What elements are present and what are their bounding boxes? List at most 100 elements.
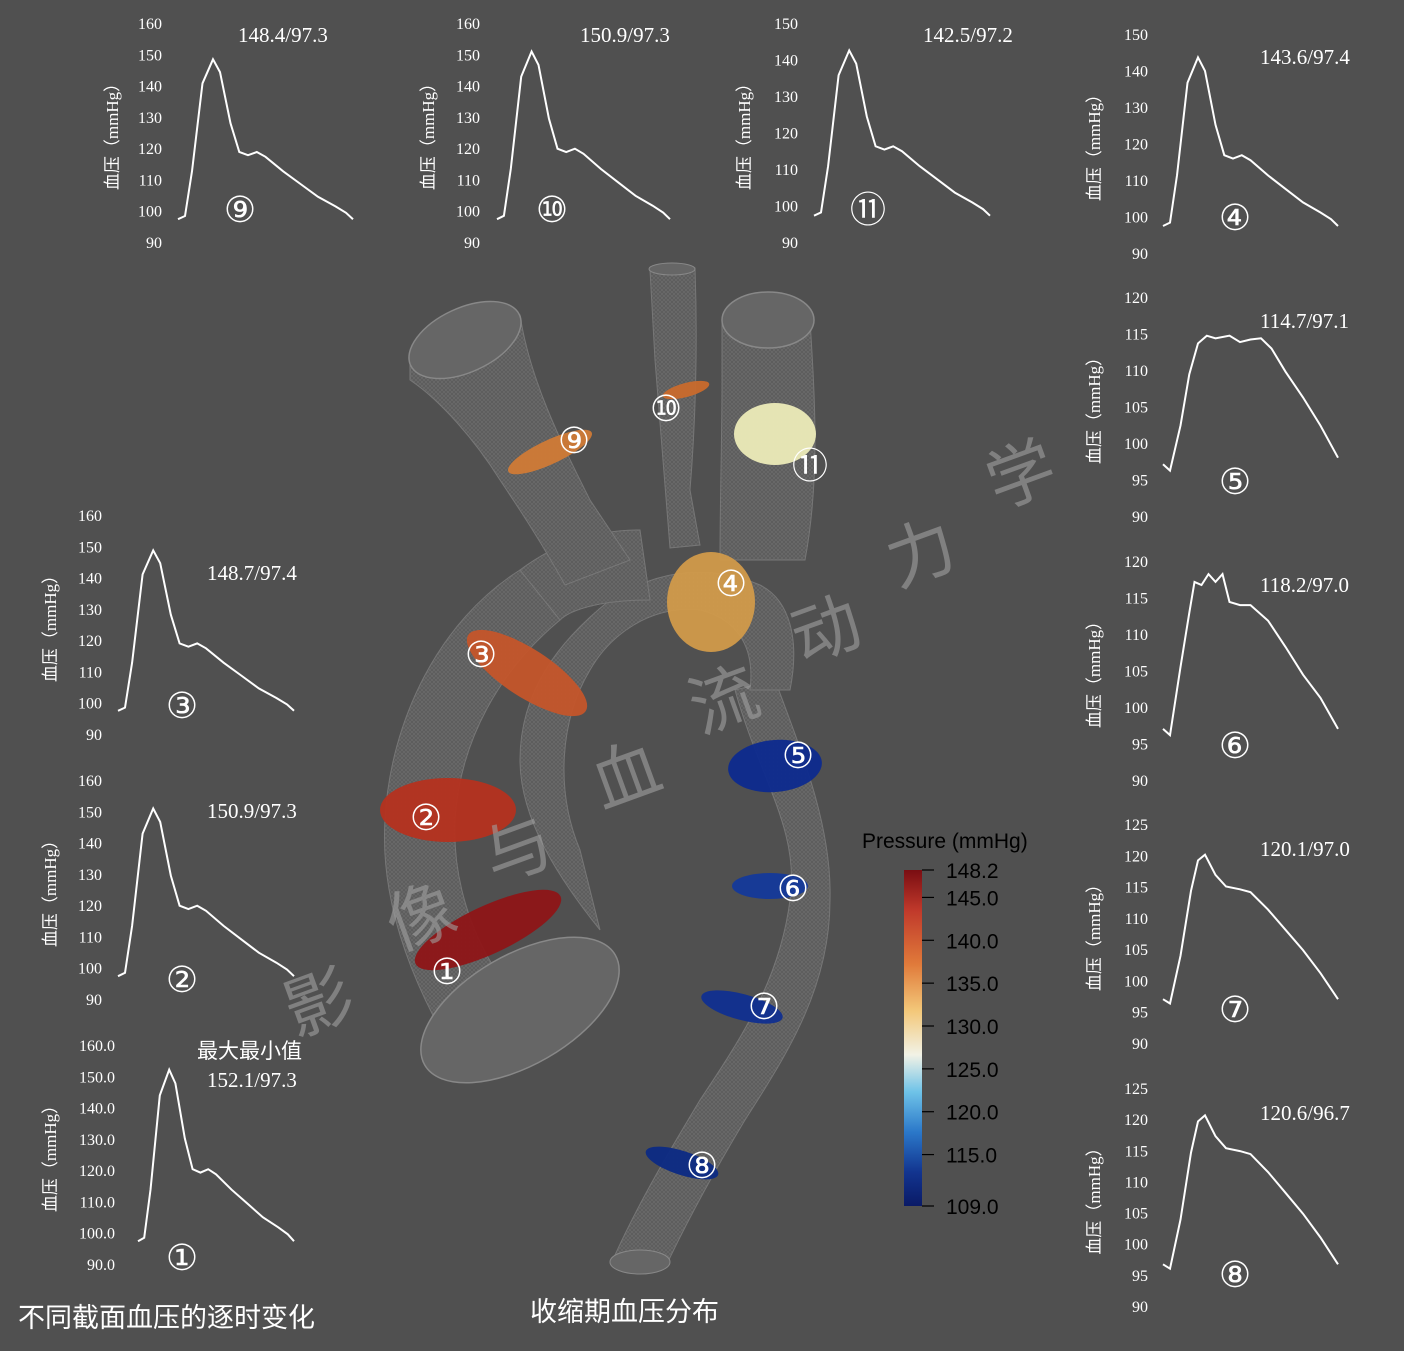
y-tick-label: 140.0: [79, 1101, 115, 1118]
y-tick-label: 110.0: [80, 1194, 115, 1211]
y-tick-label: 140: [1124, 64, 1148, 81]
section-disc-label: ⑥: [777, 869, 809, 909]
y-tick-label: 105: [1124, 400, 1148, 417]
section-disc: [732, 873, 808, 899]
chart-1: 160.0 150.0 140.0 130.0 120.0 110.0 100.0 90.0 血…: [41, 1038, 297, 1278]
y-tick-label: 110: [1125, 173, 1148, 190]
max-min-annotation: 148.4/97.3: [238, 23, 328, 47]
section-disc: [728, 739, 822, 793]
y-axis-label: 血压（mmHg）: [41, 1097, 60, 1212]
y-tick-label: 90: [1132, 773, 1148, 790]
y-axis-label: 血压（mmHg）: [41, 567, 60, 682]
section-marker: ⑧: [1219, 1255, 1251, 1295]
chart-4: 150 140 130 120 110 100 90 血压（mmHg） 143.6/97.4 ④: [1085, 27, 1350, 263]
section-disc-label: ④: [715, 564, 747, 604]
section-marker: ⑤: [1219, 462, 1251, 502]
y-tick-label: 150: [78, 804, 102, 821]
section-disc: [466, 629, 588, 717]
y-tick-label: 110: [1125, 911, 1148, 928]
section-disc: [667, 552, 755, 652]
y-axis-label: 血压（mmHg）: [419, 75, 438, 190]
left-caption: 不同截面血压的逐时变化: [18, 1303, 315, 1334]
chart-6: 120 115 110 105 100 95 90 血压（mmHg） 118.2/97.0 ⑥: [1085, 554, 1349, 790]
y-tick-label: 90: [782, 235, 798, 252]
y-tick-label: 100: [1124, 973, 1148, 990]
y-tick-label: 110: [1125, 1174, 1148, 1191]
y-tick-label: 130.0: [79, 1132, 115, 1149]
max-min-annotation: 142.5/97.2: [923, 23, 1013, 47]
pressure-curve: [177, 57, 354, 221]
pressure-curve: [1162, 572, 1339, 738]
y-tick-label: 100: [1124, 436, 1148, 453]
y-tick-label: 130: [78, 602, 102, 619]
y-tick-label: 125: [1124, 817, 1148, 834]
colorbar-title: Pressure (mmHg): [862, 830, 1028, 853]
y-tick-label: 130: [456, 110, 480, 127]
y-tick-label: 95: [1132, 737, 1148, 754]
y-tick-label: 105: [1124, 664, 1148, 681]
y-tick-label: 115: [1125, 591, 1148, 608]
y-tick-label: 130: [138, 110, 162, 127]
y-tick-label: 110: [79, 929, 102, 946]
colorbar-tick-label: 109.0: [946, 1196, 999, 1219]
section-marker: ⑥: [1219, 726, 1251, 766]
y-tick-label: 115: [1125, 880, 1148, 897]
y-axis-label: 血压（mmHg）: [1085, 876, 1104, 991]
y-tick-label: 110: [775, 162, 798, 179]
y-tick-label: 95: [1132, 1005, 1148, 1022]
section-disc-label: ⑧: [686, 1146, 718, 1186]
y-tick-label: 160.0: [79, 1038, 115, 1055]
pressure-curve: [1162, 55, 1339, 227]
y-tick-label: 100: [1124, 700, 1148, 717]
y-tick-label: 90.0: [87, 1257, 115, 1274]
section-disc-label: ②: [410, 798, 442, 838]
y-axis-label: 血压（mmHg）: [1085, 613, 1104, 728]
section-disc: [414, 889, 562, 971]
y-tick-label: 105: [1124, 942, 1148, 959]
y-tick-label: 160: [138, 16, 162, 33]
max-min-annotation: 120.6/96.7: [1260, 1101, 1350, 1125]
colorbar-gradient: [904, 870, 922, 1206]
y-tick-label: 100.0: [79, 1226, 115, 1243]
section-disc-label: ⑤: [782, 736, 814, 776]
y-tick-label: 140: [774, 53, 798, 70]
y-tick-label: 120: [1124, 554, 1148, 571]
pressure-curve: [1162, 334, 1339, 473]
y-tick-label: 110: [139, 172, 162, 189]
max-min-annotation: 150.9/97.3: [580, 23, 670, 47]
y-tick-label: 150: [138, 47, 162, 64]
max-min-label: 最大最小值: [197, 1039, 302, 1063]
section-marker: ③: [166, 686, 198, 726]
y-tick-label: 90: [86, 727, 102, 744]
section-discs: ① ② ③ ④ ⑤ ⑥ ⑦ ⑧ ⑨ ⑩ ⑪: [380, 380, 828, 1186]
y-tick-label: 90: [1132, 1299, 1148, 1316]
y-tick-label: 90: [86, 992, 102, 1009]
y-tick-label: 100: [138, 204, 162, 221]
y-tick-label: 90: [464, 235, 480, 252]
y-tick-label: 120: [138, 141, 162, 158]
section-marker: ④: [1219, 198, 1251, 238]
y-tick-label: 120: [774, 126, 798, 143]
section-marker: ①: [166, 1238, 198, 1278]
y-tick-label: 120: [456, 141, 480, 158]
section-disc: [701, 990, 783, 1024]
pressure-curve: [137, 1067, 295, 1243]
chart-2: 160 150 140 130 120 110 100 90 血压（mmHg） 150.9/97.…: [41, 773, 297, 1009]
y-tick-label: 160: [456, 16, 480, 33]
chart-11: 150 140 130 120 110 100 90 血压（mmHg） 142.5/97.2 ⑪: [735, 16, 1013, 252]
y-tick-label: 90: [1132, 509, 1148, 526]
pressure-curve: [117, 548, 295, 712]
y-axis-label: 血压（mmHg）: [1085, 1139, 1104, 1254]
y-tick-label: 120: [1124, 137, 1148, 154]
y-tick-label: 110: [457, 172, 480, 189]
max-min-annotation: 148.7/97.4: [207, 561, 297, 585]
colorbar-tick-label: 130.0: [946, 1016, 999, 1039]
y-axis-label: 血压（mmHg）: [1085, 86, 1104, 201]
pressure-curves: 160 150 140 130 120 110 100 90 血压（mmHg） 148.4/97.…: [41, 16, 1350, 1316]
y-tick-label: 130: [1124, 100, 1148, 117]
y-tick-label: 115: [1125, 327, 1148, 344]
pressure-curve: [813, 48, 991, 217]
section-disc-label: ①: [431, 952, 463, 992]
y-tick-label: 95: [1132, 1268, 1148, 1285]
